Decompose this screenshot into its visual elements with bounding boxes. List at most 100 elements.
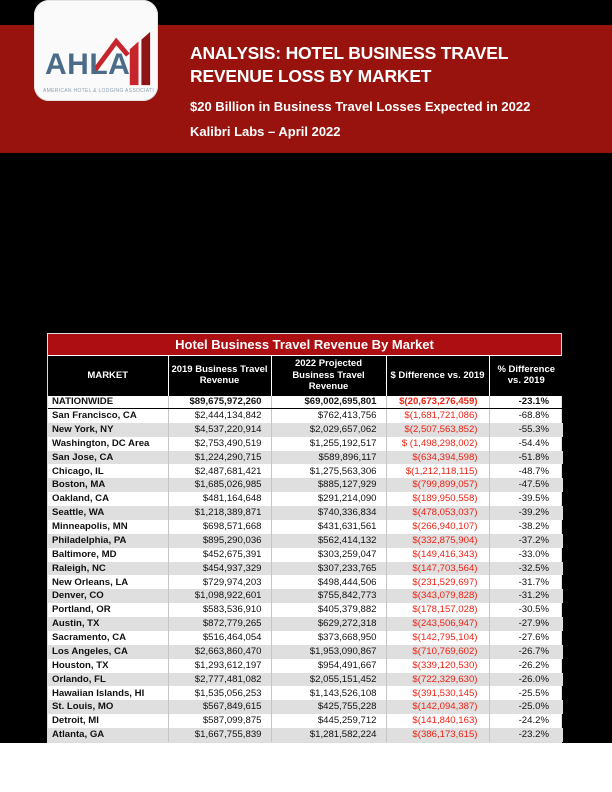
revenue-2019: $1,293,612,197 bbox=[167, 658, 271, 673]
percent-difference: -30.5% bbox=[488, 603, 563, 617]
dollar-difference: $(722,329,630) bbox=[385, 672, 489, 687]
market-name: Sacramento, CA bbox=[52, 632, 127, 644]
percent-difference: -48.7% bbox=[488, 464, 563, 479]
dollar-difference: $(2,507,563,852) bbox=[385, 422, 489, 437]
revenue-2019: $516,464,054 bbox=[167, 630, 271, 645]
table-row: Oakland, CA $481,164,648 $291,214,090 $(… bbox=[48, 492, 563, 506]
revenue-2019: $2,444,134,842 bbox=[167, 408, 271, 423]
revenue-2019: $454,937,329 bbox=[167, 561, 271, 576]
table-row: Los Angeles, CA $2,663,860,470 $1,953,09… bbox=[48, 644, 563, 659]
market-name: Seattle, WA bbox=[48, 506, 168, 520]
revenue-2019: $2,777,481,082 bbox=[167, 672, 271, 687]
percent-difference: -39.2% bbox=[488, 506, 563, 520]
revenue-2022: $740,336,834 bbox=[270, 506, 386, 520]
dollar-difference: $(391,530,145) bbox=[385, 686, 489, 701]
percent-difference: -39.5% bbox=[488, 492, 563, 506]
table-row: Atlanta, GA $1,667,755,839 $1,281,582,22… bbox=[48, 728, 563, 742]
roofline-icon bbox=[92, 31, 151, 86]
table-row: Austin, TX $872,779,265 $629,272,318 $(2… bbox=[48, 617, 563, 631]
market-name: Detroit, MI bbox=[52, 715, 99, 727]
column-header-2022-revenue: 2022 Projected Business Travel Revenue bbox=[270, 356, 386, 395]
report-title-line1: ANALYSIS: HOTEL BUSINESS TRAVEL bbox=[190, 43, 509, 63]
market-name: Baltimore, MD bbox=[52, 548, 117, 560]
ahla-logo-card: AHLA AMERICAN HOTEL & LODGING ASSOCIATIO… bbox=[34, 0, 158, 101]
market-name: San Jose, CA bbox=[48, 450, 168, 465]
market-name: San Francisco, CA bbox=[52, 410, 137, 422]
dollar-difference: $(799,899,057) bbox=[385, 478, 489, 493]
revenue-2022: $755,842,773 bbox=[270, 589, 386, 604]
market-name: Raleigh, NC bbox=[48, 561, 168, 576]
table-row: Boston, MA $1,685,026,985 $885,127,929 $… bbox=[48, 478, 563, 493]
revenue-2022: $1,953,090,867 bbox=[270, 644, 386, 659]
revenue-2022: $562,414,132 bbox=[270, 533, 386, 548]
revenue-2019: $4,537,220,914 bbox=[167, 422, 271, 437]
revenue-2019: $895,290,036 bbox=[167, 533, 271, 548]
table-row: New Orleans, LA $729,974,203 $498,444,50… bbox=[48, 575, 563, 590]
market-name: Orlando, FL bbox=[48, 672, 168, 687]
revenue-2022: $2,055,151,452 bbox=[270, 672, 386, 687]
percent-difference: -38.2% bbox=[488, 519, 563, 534]
dollar-difference: $(1,681,721,086) bbox=[385, 408, 489, 423]
revenue-2022: $629,272,318 bbox=[270, 617, 386, 631]
dollar-difference: $(243,506,947) bbox=[385, 617, 489, 631]
table-row: Chicago, IL $2,487,681,421 $1,275,563,30… bbox=[48, 464, 563, 479]
revenue-2022: $589,896,117 bbox=[270, 450, 386, 465]
dollar-difference: $(142,094,387) bbox=[385, 700, 489, 715]
table-row: Hawaiian Islands, HI $1,535,056,253 $1,1… bbox=[48, 686, 563, 701]
revenue-2022: $498,444,506 bbox=[270, 575, 386, 590]
dollar-difference: $(343,079,828) bbox=[385, 589, 489, 604]
market-name: Minneapolis, MN bbox=[52, 521, 128, 533]
dollar-difference: $(142,795,104) bbox=[385, 630, 489, 645]
revenue-2022: $373,668,950 bbox=[270, 630, 386, 645]
revenue-2022: $431,631,561 bbox=[270, 519, 386, 534]
percent-difference: -68.8% bbox=[488, 408, 563, 423]
revenue-2019: $2,753,490,519 bbox=[167, 436, 271, 451]
market-name: Los Angeles, CA bbox=[48, 644, 168, 659]
dollar-difference: $(478,053,037) bbox=[385, 506, 489, 520]
percent-difference: -25.5% bbox=[488, 686, 563, 701]
percent-difference: -27.6% bbox=[488, 630, 563, 645]
revenue-2019: $2,487,681,421 bbox=[167, 464, 271, 479]
column-header-market: MARKET bbox=[48, 356, 168, 395]
percent-difference: -33.0% bbox=[488, 547, 563, 562]
dollar-difference: $(141,840,163) bbox=[385, 714, 489, 728]
percent-difference: -31.2% bbox=[488, 589, 563, 604]
table-row: Baltimore, MD $452,675,391 $303,259,047 … bbox=[48, 547, 563, 562]
table-row: Portland, OR $583,536,910 $405,379,882 $… bbox=[48, 603, 563, 617]
percent-difference: -24.2% bbox=[488, 714, 563, 728]
table-row: Washington, DC Area $2,753,490,519 $1,25… bbox=[48, 436, 563, 451]
column-header-2019-revenue: 2019 Business Travel Revenue bbox=[167, 356, 271, 395]
table-row: Houston, TX $1,293,612,197 $954,491,667 … bbox=[48, 658, 563, 673]
percent-difference: -55.3% bbox=[488, 422, 563, 437]
market-name: Atlanta, GA bbox=[48, 728, 168, 742]
column-header-dollar-difference: $ Difference vs. 2019 bbox=[385, 356, 489, 395]
market-name: New Orleans, LA bbox=[52, 576, 129, 588]
report-subtitle: $20 Billion in Business Travel Losses Ex… bbox=[190, 99, 531, 114]
market-name: Austin, TX bbox=[48, 617, 168, 631]
table-row: Minneapolis, MN $698,571,668 $431,631,56… bbox=[48, 519, 563, 534]
ahla-logo-fullname: AMERICAN HOTEL & LODGING ASSOCIATION bbox=[43, 88, 154, 94]
revenue-table-grid: MARKET 2019 Business Travel Revenue 2022… bbox=[48, 356, 563, 742]
percent-difference: -23.1% bbox=[488, 394, 563, 410]
dollar-difference: $ (1,498,298,002) bbox=[385, 436, 489, 451]
revenue-2019: $481,164,648 bbox=[167, 492, 271, 506]
revenue-2019: $1,098,922,601 bbox=[167, 589, 271, 604]
percent-difference: -51.8% bbox=[488, 450, 563, 465]
dollar-difference: $(339,120,530) bbox=[385, 658, 489, 673]
market-name: Denver, CO bbox=[48, 589, 168, 604]
revenue-table: Hotel Business Travel Revenue By Market … bbox=[47, 333, 563, 743]
revenue-2019: $452,675,391 bbox=[167, 547, 271, 562]
ahla-logo-acronym: AHLA bbox=[45, 48, 131, 81]
column-header-percent-difference: % Difference vs. 2019 bbox=[488, 356, 563, 395]
revenue-2019: $1,685,026,985 bbox=[167, 478, 271, 493]
revenue-2022: $307,233,765 bbox=[270, 561, 386, 576]
table-row: Seattle, WA $1,218,389,871 $740,336,834 … bbox=[48, 506, 563, 520]
table-row: San Jose, CA $1,224,290,715 $589,896,117… bbox=[48, 450, 563, 465]
revenue-2022: $291,214,090 bbox=[270, 492, 386, 506]
table-row: Philadelphia, PA $895,290,036 $562,414,1… bbox=[48, 533, 563, 548]
market-name: Philadelphia, PA bbox=[48, 533, 168, 548]
table-title: Hotel Business Travel Revenue By Market bbox=[48, 334, 561, 356]
market-name: Portland, OR bbox=[52, 604, 111, 616]
revenue-2022: $2,029,657,062 bbox=[270, 422, 386, 437]
revenue-2022: $762,413,756 bbox=[270, 408, 386, 423]
